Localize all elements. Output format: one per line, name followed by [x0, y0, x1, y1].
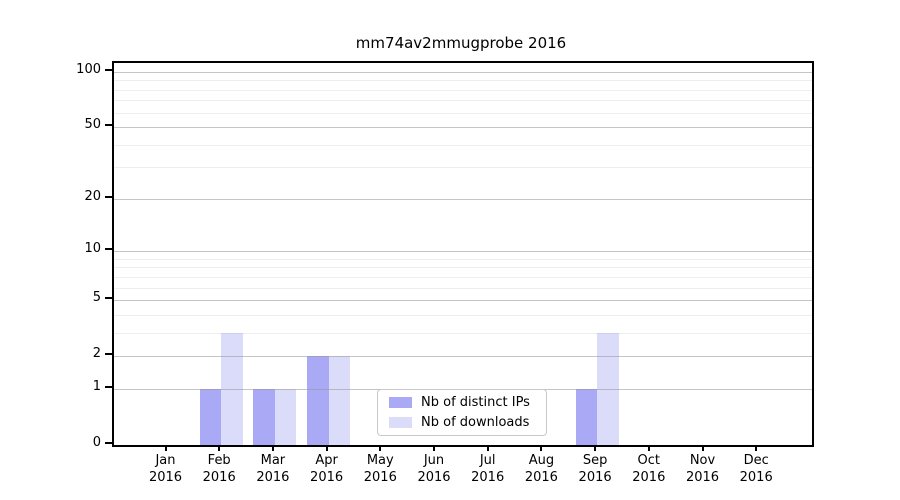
gridline-minor [114, 144, 812, 146]
gridline-major [114, 72, 812, 73]
x-tick-label: Dec 2016 [739, 453, 773, 485]
plot-inner [114, 63, 812, 445]
x-tick-label: Sep 2016 [578, 453, 612, 485]
y-tick-mark [105, 442, 112, 444]
bar-downloads [328, 356, 351, 445]
bar-distinct-ips [575, 388, 598, 445]
y-tick-mark [105, 248, 112, 251]
x-tick-label: Feb 2016 [202, 453, 236, 485]
gridline-minor [114, 287, 812, 289]
gridline-major [114, 127, 812, 129]
legend-row-downloads: Nb of downloads [389, 415, 546, 430]
y-tick-label: 100 [76, 62, 101, 77]
y-tick-label: 10 [84, 241, 101, 257]
x-tick-label: May 2016 [363, 453, 397, 485]
legend: Nb of distinct IPs Nb of downloads [377, 389, 547, 436]
x-tick-mark [379, 445, 382, 451]
x-tick-mark [218, 445, 221, 451]
x-tick-mark [164, 445, 167, 451]
y-tick-mark [105, 69, 112, 71]
x-tick-mark [433, 445, 435, 451]
legend-label-distinct-ips: Nb of distinct IPs [421, 395, 530, 410]
gridline-minor [114, 258, 812, 260]
legend-swatch-downloads [389, 417, 412, 428]
gridline-minor [114, 314, 812, 316]
y-tick-mark [105, 297, 112, 300]
bar-downloads [274, 388, 297, 445]
x-tick-mark [701, 445, 704, 451]
x-tick-label: Apr 2016 [310, 453, 344, 485]
y-tick-label: 1 [92, 378, 101, 394]
y-tick-label: 5 [92, 290, 101, 306]
y-tick-mark [105, 353, 112, 356]
y-tick-mark [105, 195, 112, 198]
legend-row-distinct-ips: Nb of distinct IPs [389, 395, 546, 410]
x-tick-label: Jan 2016 [148, 453, 183, 485]
x-tick-mark [594, 445, 597, 451]
x-tick-mark [755, 445, 758, 451]
gridline-minor [114, 100, 812, 102]
x-tick-label: Oct 2016 [632, 453, 666, 485]
plot-area [112, 61, 814, 447]
y-tick-label: 0 [92, 435, 101, 450]
x-tick-label: Jul 2016 [471, 453, 505, 485]
legend-swatch-distinct-ips [389, 397, 412, 408]
gridline-minor [114, 332, 812, 334]
bar-distinct-ips [253, 388, 275, 445]
x-tick-mark [271, 445, 274, 451]
gridline-minor [114, 80, 812, 82]
bar-distinct-ips [307, 356, 329, 445]
x-tick-label: Nov 2016 [685, 453, 720, 485]
x-tick-label: Aug 2016 [524, 453, 558, 485]
x-tick-mark [325, 445, 328, 451]
x-tick-label: Mar 2016 [256, 453, 290, 485]
gridline-major [114, 356, 812, 358]
y-tick-label: 50 [84, 117, 101, 133]
gridline-minor [114, 112, 812, 114]
x-tick-mark [647, 445, 650, 451]
x-tick-mark [540, 445, 543, 451]
y-tick-label: 2 [92, 346, 101, 362]
y-tick-mark [105, 124, 112, 127]
x-tick-mark [486, 445, 489, 451]
y-tick-label: 20 [84, 188, 101, 204]
gridline-minor [114, 167, 812, 169]
gridline-minor [114, 267, 812, 269]
gridline-minor [114, 276, 812, 278]
x-tick-label: Jun 2016 [417, 453, 451, 485]
y-tick-mark [105, 385, 112, 388]
gridline-major [114, 198, 812, 200]
gridline-major [114, 251, 812, 253]
gridline-major [114, 300, 812, 302]
legend-label-downloads: Nb of downloads [421, 415, 530, 430]
gridline-minor [114, 89, 812, 91]
chart-title: mm74av2mmugprobe 2016 [355, 34, 567, 52]
bar-distinct-ips [199, 388, 222, 445]
